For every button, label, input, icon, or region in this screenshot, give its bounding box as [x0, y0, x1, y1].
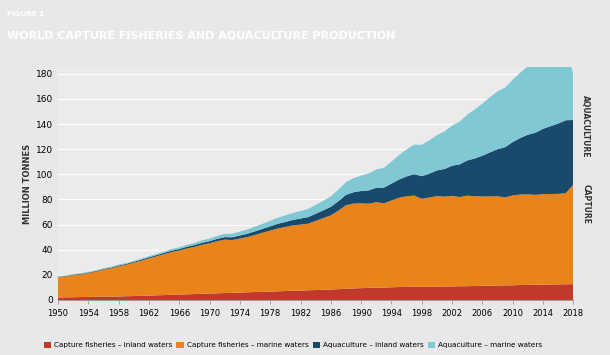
Legend: Capture fisheries – inland waters, Capture fisheries – marine waters, Aquacultur: Capture fisheries – inland waters, Captu… — [41, 339, 545, 351]
Text: CAPTURE: CAPTURE — [581, 184, 590, 224]
Text: FIGURE 1: FIGURE 1 — [7, 11, 45, 17]
Text: WORLD CAPTURE FISHERIES AND AQUACULTURE PRODUCTION: WORLD CAPTURE FISHERIES AND AQUACULTURE … — [7, 31, 395, 41]
Text: AQUACULTURE: AQUACULTURE — [581, 95, 590, 158]
Y-axis label: MILLION TONNES: MILLION TONNES — [23, 144, 32, 224]
